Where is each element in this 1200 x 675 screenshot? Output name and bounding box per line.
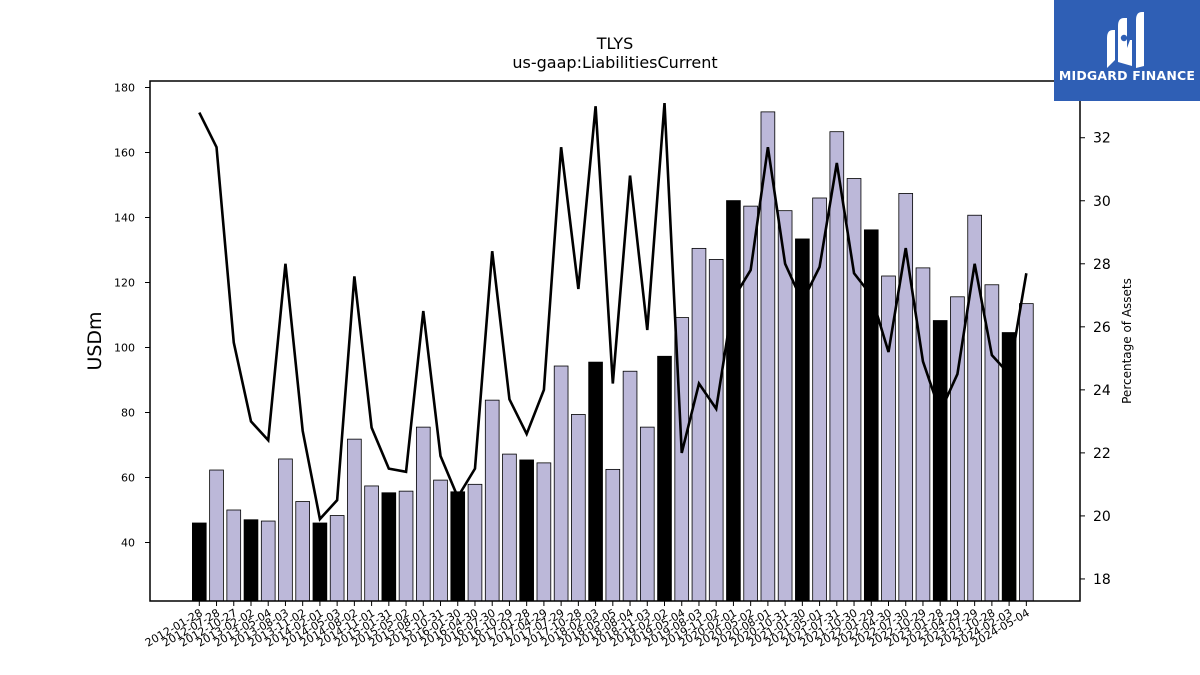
y2-tick-label: 20 [1093, 509, 1111, 525]
bar [415, 426, 431, 602]
bar [691, 247, 707, 602]
bar [502, 453, 517, 602]
axes-group: 4060801001201401601801820222426283032201… [114, 82, 1111, 650]
plot-frame [149, 80, 1081, 602]
y2-tick-label: 18 [1093, 572, 1111, 588]
bar [329, 515, 345, 602]
bar [915, 267, 931, 602]
percentage-line [198, 102, 1028, 522]
bar [209, 469, 224, 602]
bar [243, 519, 259, 602]
bar [536, 462, 552, 602]
y2-tick-label: 26 [1093, 320, 1111, 336]
y2-tick-label: 24 [1093, 383, 1111, 399]
bar [312, 522, 328, 602]
bar [191, 522, 207, 602]
y2-tick-label: 30 [1093, 194, 1111, 210]
chart-title: TLYS [596, 34, 634, 53]
bar [708, 259, 724, 602]
bar [467, 483, 483, 602]
bar [777, 210, 793, 602]
line-group [198, 102, 1028, 522]
bar [622, 370, 638, 602]
bar [967, 214, 982, 602]
y-tick-label: 80 [121, 407, 135, 420]
bar [278, 458, 293, 602]
y-tick-label: 160 [114, 147, 135, 160]
brand-logo: MIDGARD FINANCE [1054, 0, 1200, 101]
bar [381, 492, 397, 602]
bar [932, 320, 948, 602]
y-axis-label: USDm [84, 311, 106, 370]
y-tick-label: 180 [114, 82, 135, 95]
bar [226, 509, 242, 602]
logo-text: MIDGARD FINANCE [1058, 68, 1196, 83]
bar [553, 365, 569, 602]
y-tick-label: 40 [121, 537, 135, 550]
bar [588, 361, 603, 602]
bar [484, 399, 500, 602]
y-tick-label: 140 [114, 212, 135, 225]
bar [450, 491, 466, 602]
bar [812, 197, 827, 602]
bar [657, 355, 672, 602]
y-tick-label: 100 [114, 342, 135, 355]
y2-tick-label: 32 [1093, 131, 1111, 147]
y-tick-label: 60 [121, 472, 135, 485]
bar [433, 479, 448, 602]
y-tick-label: 120 [114, 277, 135, 290]
bar [295, 501, 310, 602]
bar [519, 459, 534, 602]
midgard-logo-icon [1107, 12, 1144, 68]
y2-axis-label: Percentage of Assets [1120, 278, 1134, 404]
y2-tick-label: 22 [1093, 446, 1111, 462]
bar [605, 468, 621, 602]
bar [398, 490, 414, 602]
bar [260, 520, 276, 602]
bar [1019, 303, 1034, 602]
bar [571, 414, 586, 602]
bars-group [191, 111, 1034, 602]
bar [726, 200, 741, 602]
chart-subtitle: us-gaap:LiabilitiesCurrent [512, 53, 717, 72]
y2-tick-label: 28 [1093, 257, 1111, 273]
bar [347, 438, 362, 602]
bar [639, 426, 655, 602]
bar [863, 229, 879, 602]
bar [364, 485, 379, 602]
